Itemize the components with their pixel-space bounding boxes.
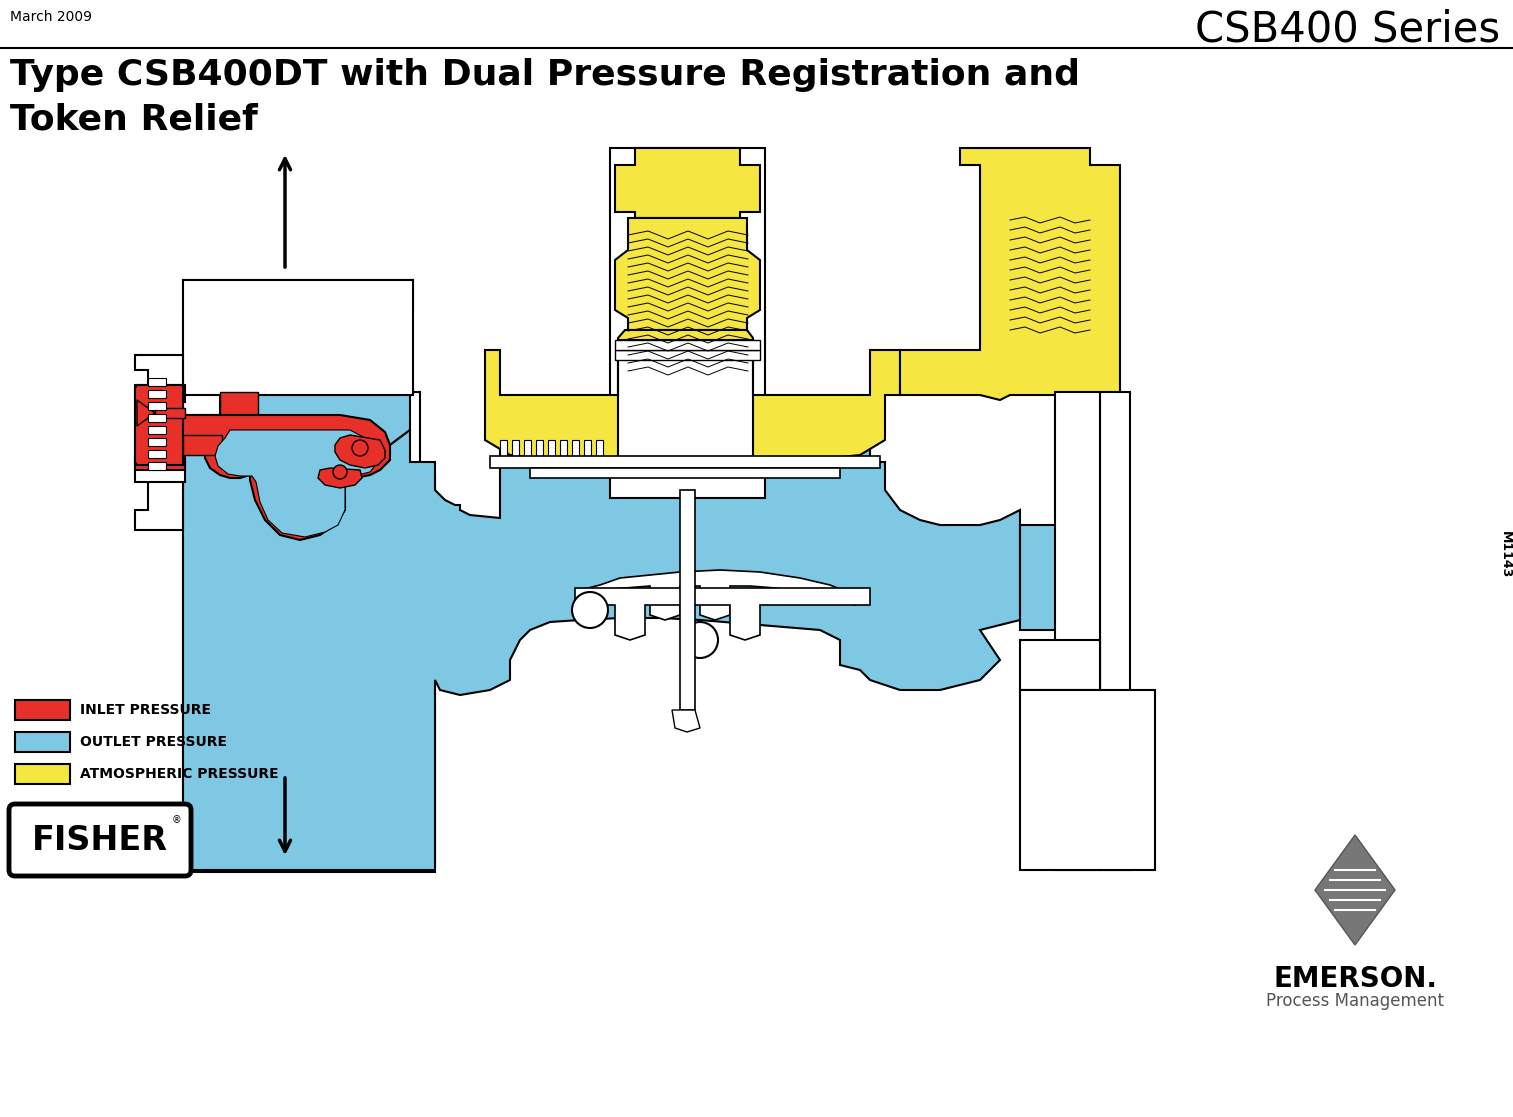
Bar <box>148 462 166 470</box>
Bar <box>148 390 166 398</box>
Bar <box>530 468 840 478</box>
Bar <box>610 147 766 498</box>
Polygon shape <box>1020 525 1100 630</box>
Circle shape <box>572 592 608 628</box>
Bar <box>135 456 185 462</box>
Bar <box>148 414 166 422</box>
Bar <box>1020 690 1154 870</box>
Polygon shape <box>183 435 222 455</box>
Bar <box>15 732 70 752</box>
Polygon shape <box>135 355 183 529</box>
Bar <box>572 440 579 465</box>
Bar <box>183 280 413 395</box>
Bar <box>148 402 166 410</box>
Bar <box>135 462 185 470</box>
Polygon shape <box>318 468 362 488</box>
Bar <box>560 440 567 465</box>
Text: FISHER: FISHER <box>32 823 168 857</box>
Polygon shape <box>219 305 410 392</box>
Polygon shape <box>486 330 900 462</box>
Bar <box>584 440 592 465</box>
Polygon shape <box>614 147 760 218</box>
Bar <box>148 378 166 386</box>
Text: CSB400 Series: CSB400 Series <box>1195 8 1499 50</box>
Text: ATMOSPHERIC PRESSURE: ATMOSPHERIC PRESSURE <box>80 767 278 781</box>
Polygon shape <box>334 435 384 468</box>
Bar <box>148 438 166 446</box>
Text: INLET PRESSURE: INLET PRESSURE <box>80 703 210 717</box>
Polygon shape <box>215 430 378 537</box>
Polygon shape <box>1315 836 1395 945</box>
Text: Process Management: Process Management <box>1266 992 1443 1010</box>
Bar <box>148 450 166 458</box>
Bar <box>15 700 70 720</box>
Bar <box>135 385 185 394</box>
Bar <box>614 340 760 350</box>
Bar <box>148 426 166 435</box>
Polygon shape <box>219 392 410 460</box>
Bar <box>183 392 421 477</box>
Polygon shape <box>183 416 390 540</box>
Bar <box>511 440 519 465</box>
Bar <box>135 394 185 402</box>
Bar <box>523 440 531 465</box>
Polygon shape <box>135 385 183 465</box>
Bar <box>1100 392 1130 870</box>
Bar <box>183 280 413 311</box>
Text: M1143: M1143 <box>1498 532 1511 579</box>
Bar <box>499 440 507 465</box>
Polygon shape <box>575 588 870 640</box>
Bar <box>154 408 185 418</box>
Circle shape <box>333 465 346 479</box>
Circle shape <box>682 622 719 658</box>
Text: ®: ® <box>172 815 182 825</box>
Polygon shape <box>579 570 855 620</box>
Text: OUTLET PRESSURE: OUTLET PRESSURE <box>80 735 227 750</box>
Text: March 2009: March 2009 <box>11 10 92 23</box>
Polygon shape <box>900 147 1120 400</box>
Bar <box>183 477 436 872</box>
Bar <box>548 440 555 465</box>
Text: Type CSB400DT with Dual Pressure Registration and: Type CSB400DT with Dual Pressure Registr… <box>11 58 1080 92</box>
Bar <box>679 490 694 710</box>
Bar <box>596 440 604 465</box>
Bar <box>536 440 543 465</box>
Polygon shape <box>672 710 701 732</box>
Bar <box>614 350 760 360</box>
Bar <box>490 456 881 468</box>
Polygon shape <box>183 416 1020 870</box>
Text: Token Relief: Token Relief <box>11 103 257 137</box>
Circle shape <box>353 440 368 456</box>
Polygon shape <box>138 400 154 426</box>
Polygon shape <box>614 218 760 330</box>
FancyBboxPatch shape <box>9 804 191 876</box>
Text: EMERSON.: EMERSON. <box>1272 965 1437 993</box>
Bar <box>15 764 70 784</box>
Bar <box>1055 392 1100 870</box>
Bar <box>1020 640 1100 690</box>
Bar <box>135 462 185 483</box>
Polygon shape <box>219 392 259 416</box>
